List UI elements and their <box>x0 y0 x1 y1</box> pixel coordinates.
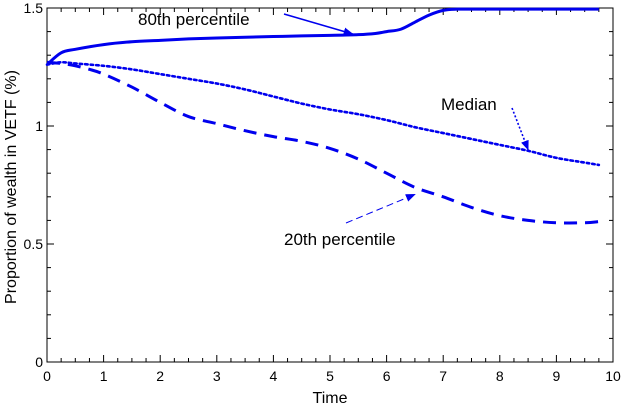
x-tick-label: 9 <box>553 368 561 384</box>
x-tick-label: 6 <box>383 368 391 384</box>
annotation-arrow <box>345 193 416 224</box>
x-tick-label: 4 <box>270 368 278 384</box>
x-tick-label: 7 <box>439 368 447 384</box>
annotations: 80th percentile Median 20th percentile <box>138 10 529 249</box>
x-tick-label: 0 <box>43 368 51 384</box>
annotation-label: 80th percentile <box>138 10 250 29</box>
x-tick-label: 2 <box>156 368 164 384</box>
x-tick-label: 3 <box>213 368 221 384</box>
series-line-20th-percentile <box>46 60 599 225</box>
x-axis-label: Time <box>313 390 348 404</box>
axes <box>46 7 614 363</box>
annotation-label: Median <box>441 95 497 114</box>
x-tick-label: 5 <box>326 368 334 384</box>
y-tick-label: 0.5 <box>24 236 44 252</box>
y-tick-label: 0 <box>35 354 43 370</box>
series-group <box>45 7 601 225</box>
series-line-median <box>45 60 601 167</box>
annotation-arrow <box>511 107 529 151</box>
annotation-arrow <box>283 13 354 36</box>
y-tick-label: 1.5 <box>24 0 44 16</box>
x-axis-ticks: 0 1 2 3 4 5 6 7 8 9 10 <box>43 8 621 384</box>
annotation-label: 20th percentile <box>284 230 396 249</box>
series-line-80th-percentile <box>46 7 599 66</box>
plot-frame <box>46 7 614 363</box>
y-tick-label: 1 <box>35 118 43 134</box>
y-axis-label: Proportion of wealth in VETF (%) <box>3 70 20 304</box>
x-tick-label: 10 <box>605 368 621 384</box>
y-axis-ticks: 0 0.5 1 1.5 <box>24 0 613 370</box>
x-tick-label: 8 <box>496 368 504 384</box>
x-tick-label: 1 <box>100 368 108 384</box>
